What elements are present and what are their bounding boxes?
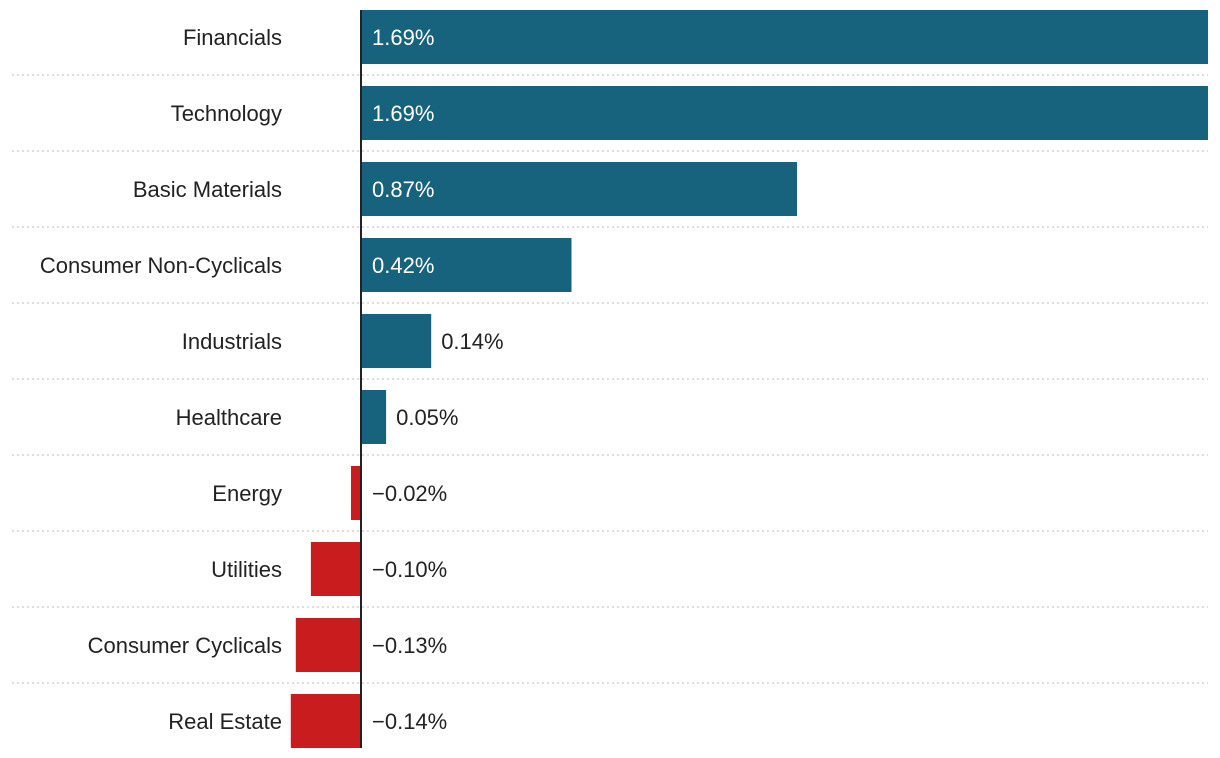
value-label: 0.14% [441,329,503,354]
bar-positive [361,162,797,216]
category-label: Basic Materials [133,177,282,202]
value-label: 0.42% [372,253,434,278]
bar-positive [361,390,387,444]
value-label: 0.05% [396,405,458,430]
category-label: Financials [183,25,282,50]
bar-negative [290,694,361,748]
bar-negative [295,618,361,672]
labels: Financials 1.69% Technology 1.69% Basic Mate… [40,25,504,734]
value-label: −0.13% [372,633,447,658]
value-label: 0.87% [372,177,434,202]
bar-negative [310,542,361,596]
category-label: Consumer Cyclicals [88,633,282,658]
bar-positive [361,86,1208,140]
category-label: Energy [212,481,282,506]
bars [290,10,1208,748]
gridlines [12,74,1208,684]
value-label: −0.14% [372,709,447,734]
value-label: −0.02% [372,481,447,506]
category-label: Real Estate [168,709,282,734]
category-label: Utilities [211,557,282,582]
bar-positive [361,238,572,292]
value-label: 1.69% [372,25,434,50]
bar-positive [361,314,432,368]
category-label: Consumer Non-Cyclicals [40,253,282,278]
bar-positive [361,10,1208,64]
category-label: Technology [171,101,282,126]
category-label: Industrials [182,329,282,354]
category-label: Healthcare [176,405,282,430]
value-label: −0.10% [372,557,447,582]
value-label: 1.69% [372,101,434,126]
bar-negative [351,466,361,520]
